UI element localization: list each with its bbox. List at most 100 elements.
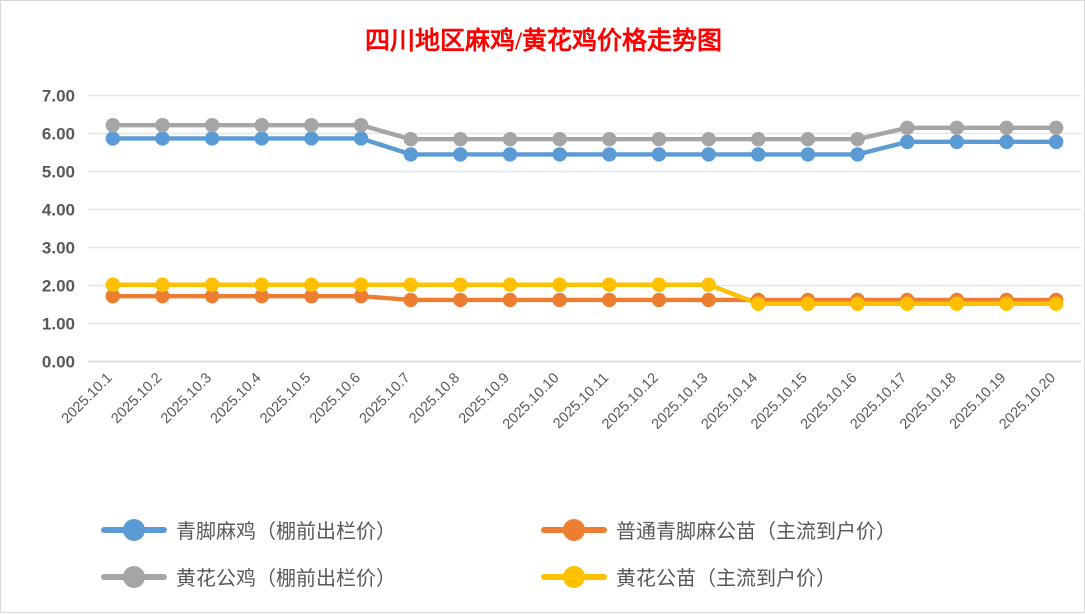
data-point	[1048, 120, 1064, 135]
data-point	[800, 132, 816, 147]
data-point	[403, 292, 418, 308]
x-axis-tick-label: 2025.10.5	[257, 370, 314, 427]
data-point	[204, 277, 220, 292]
legend-dot-orange-icon	[563, 518, 585, 541]
legend-swatch-yellow-icon	[541, 557, 607, 597]
data-point	[999, 134, 1014, 150]
legend-item-huanghua-gongmiao[interactable]: 黄花公苗（主流到户价）	[541, 557, 1031, 597]
data-point	[502, 132, 518, 147]
data-point	[850, 296, 865, 311]
data-point	[701, 147, 716, 162]
legend-item-huanghua-gongji[interactable]: 黄花公鸡（棚前出栏价）	[101, 557, 541, 597]
data-point	[900, 296, 915, 311]
series-markers	[105, 117, 1064, 311]
data-point	[254, 277, 269, 292]
data-point	[552, 292, 567, 308]
data-point	[701, 277, 716, 292]
x-axis-tick-label: 2025.10.7	[357, 370, 414, 427]
data-point	[751, 132, 766, 147]
series-line-3	[110, 282, 1059, 306]
data-point	[353, 117, 369, 133]
data-point	[800, 147, 816, 162]
data-point	[204, 288, 220, 304]
data-point	[304, 131, 319, 146]
data-point	[651, 292, 667, 308]
data-point	[254, 131, 269, 146]
data-point	[254, 117, 269, 133]
data-point	[602, 292, 617, 308]
legend-dot-blue-icon	[123, 518, 145, 541]
data-point	[353, 288, 369, 304]
data-point	[651, 277, 667, 292]
data-point	[502, 277, 518, 292]
data-point	[999, 296, 1014, 311]
y-axis-tick-label: 2.00	[42, 277, 75, 296]
legend-label-3: 黄花公苗（主流到户价）	[616, 568, 836, 590]
data-point	[651, 147, 667, 162]
data-point	[850, 147, 865, 162]
data-point	[552, 277, 567, 292]
legend-label-1: 普通青脚麻公苗（主流到户价）	[616, 521, 896, 543]
data-point	[751, 296, 766, 311]
data-point	[800, 296, 816, 311]
data-point	[105, 277, 121, 292]
x-axis-tick-label: 2025.10.1	[59, 370, 116, 427]
data-point	[701, 292, 716, 308]
data-point	[602, 147, 617, 162]
data-point	[105, 117, 121, 133]
data-point	[701, 132, 716, 147]
series-lines	[110, 122, 1059, 306]
series-line-2	[110, 122, 1059, 142]
legend-label-0: 青脚麻鸡（棚前出栏价）	[176, 521, 396, 543]
data-point	[155, 117, 170, 133]
data-point	[453, 132, 468, 147]
x-axis-tick-labels: 2025.10.12025.10.22025.10.32025.10.42025…	[59, 370, 1059, 433]
legend-label-2: 黄花公鸡（棚前出栏价）	[176, 568, 396, 590]
data-point	[1048, 296, 1064, 311]
data-point	[204, 131, 220, 146]
data-point	[155, 288, 170, 304]
gridlines	[88, 94, 1081, 363]
legend-dot-yellow-icon	[563, 565, 585, 588]
data-point	[403, 277, 418, 292]
data-point	[999, 120, 1014, 135]
data-point	[949, 134, 965, 150]
x-axis-tick-label: 2025.10.4	[208, 370, 265, 427]
data-point	[353, 131, 369, 146]
data-point	[751, 147, 766, 162]
x-axis-tick-label: 2025.10.8	[406, 370, 463, 427]
y-axis-tick-label: 5.00	[42, 163, 75, 182]
x-axis-tick-label: 2025.10.6	[307, 370, 364, 427]
legend-item-putong-qingjiaoma-gongmiao[interactable]: 普通青脚麻公苗（主流到户价）	[541, 510, 1031, 550]
series-line-0	[110, 136, 1059, 157]
data-point	[254, 288, 269, 304]
legend-swatch-blue-icon	[101, 510, 167, 550]
data-point	[155, 277, 170, 292]
data-point	[403, 132, 418, 147]
y-axis-tick-labels: 0.00 1.00 2.00 3.00 4.00 5.00 6.00 7.00	[42, 87, 75, 372]
chart-legend: 青脚麻鸡（棚前出栏价） 普通青脚麻公苗（主流到户价） 黄花公鸡（棚前出栏价） 黄…	[101, 506, 1031, 601]
y-axis-tick-label: 1.00	[42, 315, 75, 334]
data-point	[304, 277, 319, 292]
data-point	[602, 277, 617, 292]
legend-item-qingjiaomaji[interactable]: 青脚麻鸡（棚前出栏价）	[101, 510, 541, 550]
data-point	[602, 132, 617, 147]
data-point	[1048, 134, 1064, 150]
data-point	[900, 120, 915, 135]
legend-swatch-orange-icon	[541, 510, 607, 550]
chart-title: 四川地区麻鸡/黄花鸡价格走势图	[365, 28, 722, 55]
data-point	[155, 131, 170, 146]
data-point	[105, 131, 121, 146]
data-point	[502, 147, 518, 162]
y-axis-tick-label: 0.00	[42, 353, 75, 372]
data-point	[353, 277, 369, 292]
data-point	[204, 117, 220, 133]
legend-dot-gray-icon	[123, 565, 145, 588]
data-point	[304, 117, 319, 133]
data-point	[850, 132, 865, 147]
data-point	[304, 288, 319, 304]
y-axis-tick-label: 6.00	[42, 125, 75, 144]
y-axis-tick-label: 4.00	[42, 201, 75, 220]
data-point	[552, 132, 567, 147]
